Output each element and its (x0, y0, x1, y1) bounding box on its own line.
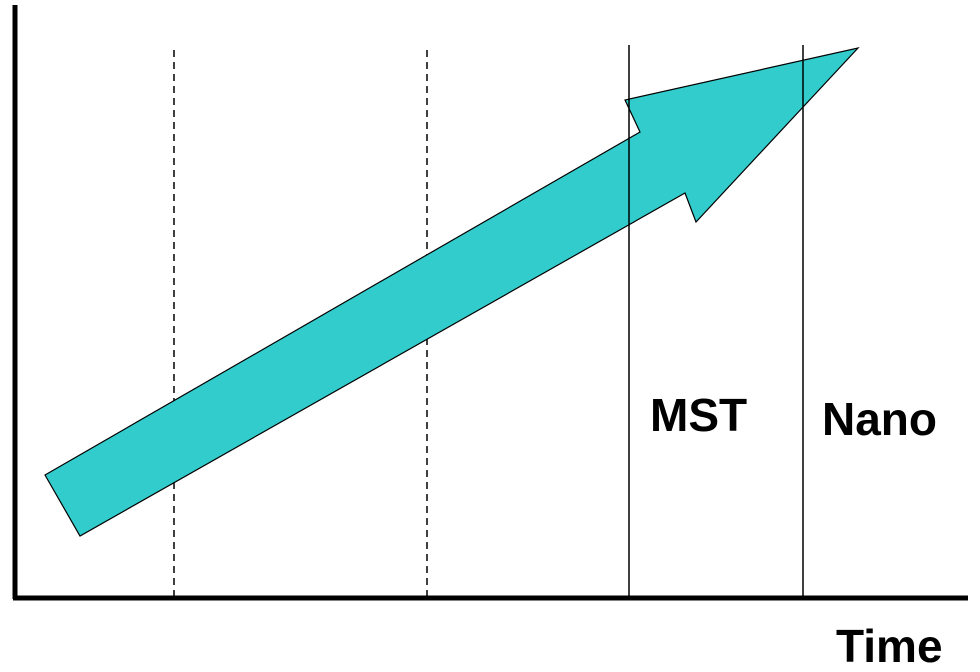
x-axis-label: Time (836, 623, 943, 669)
nano-region-label: Nano (822, 396, 937, 442)
growth-arrow (45, 48, 858, 536)
mst-region-label: MST (650, 392, 747, 438)
